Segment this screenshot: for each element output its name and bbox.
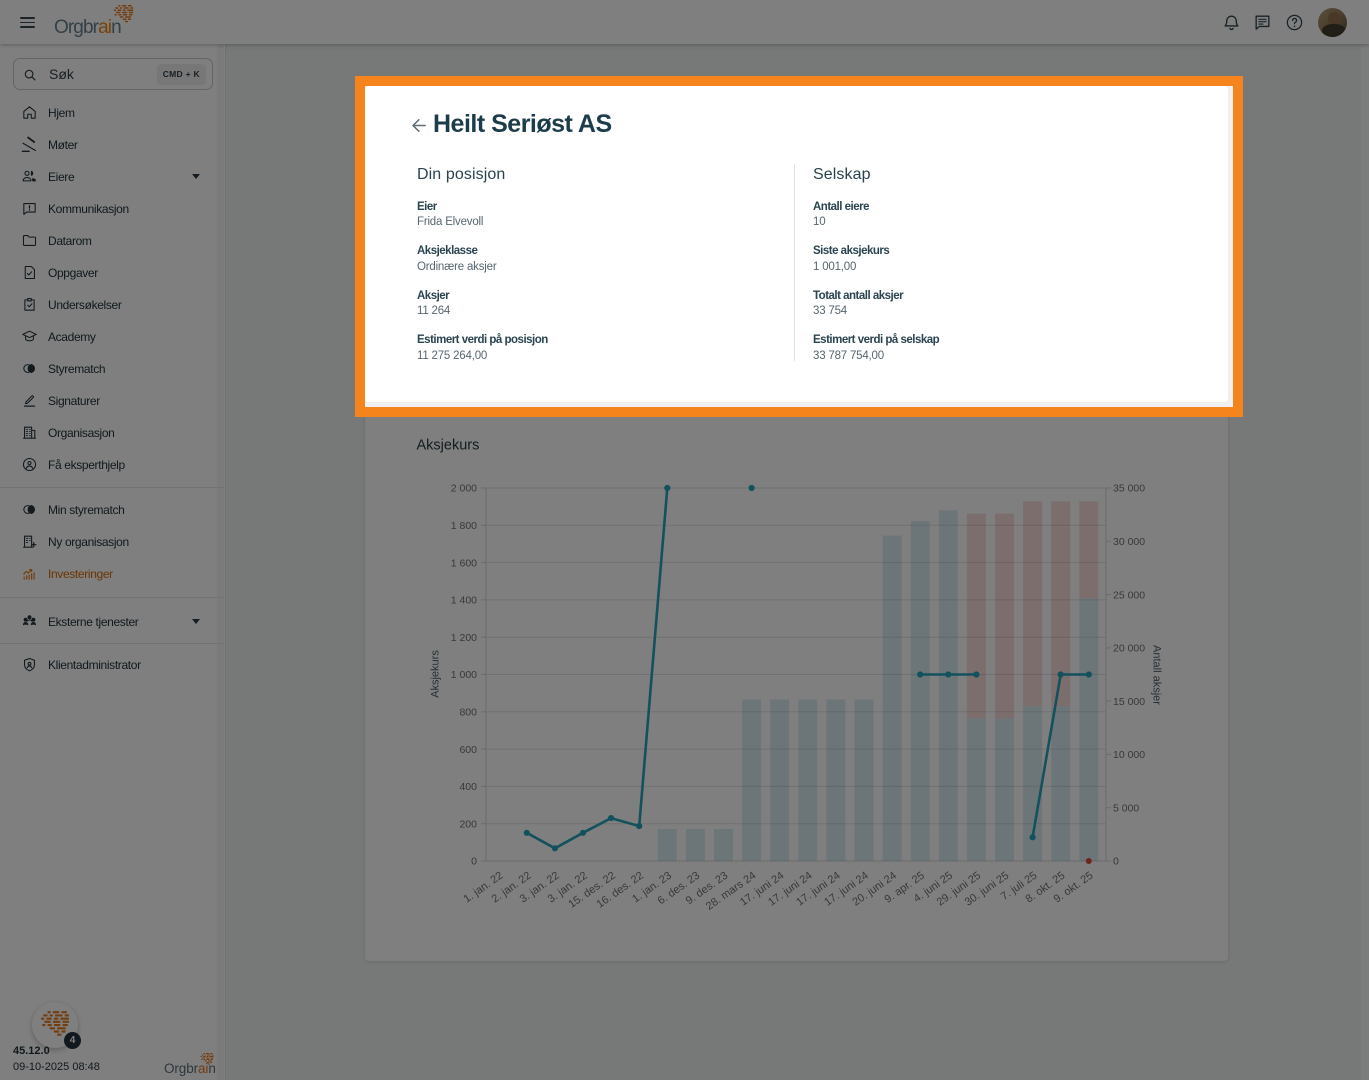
svg-text:25 000: 25 000 [1113,589,1145,601]
svg-text:30 000: 30 000 [1113,536,1145,548]
svg-text:200: 200 [459,818,477,830]
svg-text:2 000: 2 000 [451,483,477,495]
svg-text:0: 0 [471,856,477,868]
svg-text:35 000: 35 000 [1113,483,1145,495]
svg-text:0: 0 [1113,856,1119,868]
svg-text:10 000: 10 000 [1113,749,1145,761]
svg-text:1 600: 1 600 [451,557,477,569]
svg-text:800: 800 [459,707,477,719]
svg-text:Antall aksjer: Antall aksjer [1151,645,1163,705]
svg-text:Aksjekurs: Aksjekurs [430,650,442,698]
svg-text:Aksjekurs: Aksjekurs [417,438,480,454]
svg-text:5 000: 5 000 [1113,802,1139,814]
svg-text:1 000: 1 000 [451,669,477,681]
svg-text:1 800: 1 800 [451,520,477,532]
svg-text:1 400: 1 400 [451,595,477,607]
svg-text:1 200: 1 200 [451,632,477,644]
svg-text:600: 600 [459,744,477,756]
svg-text:15 000: 15 000 [1113,696,1145,708]
svg-text:20 000: 20 000 [1113,643,1145,655]
svg-text:400: 400 [459,781,477,793]
